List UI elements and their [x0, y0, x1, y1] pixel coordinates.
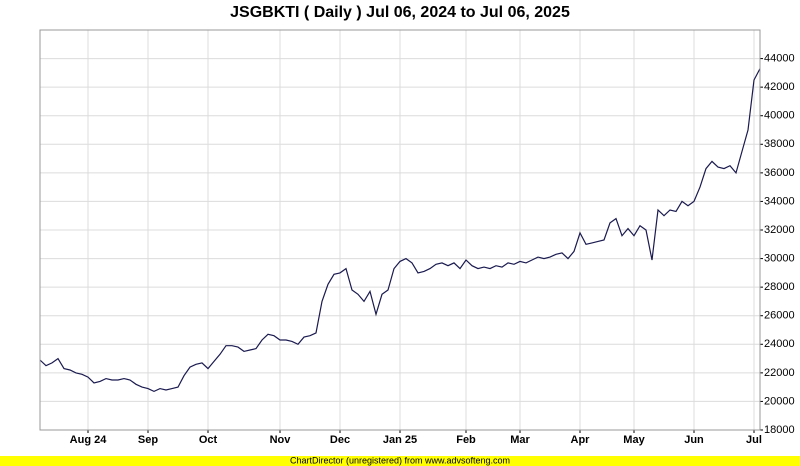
x-tick-label: Nov — [270, 434, 292, 446]
x-tick-label: Oct — [199, 434, 218, 446]
plot-border — [39, 29, 761, 431]
y-tick-label: 26000 — [764, 310, 795, 322]
x-tick-label: Aug 24 — [70, 434, 108, 446]
y-tick-label: 24000 — [764, 338, 795, 350]
x-tick-label: Sep — [138, 434, 158, 446]
y-tick-label: 42000 — [764, 81, 795, 93]
x-tick-label: Jul — [746, 434, 762, 446]
price-line — [39, 68, 761, 393]
x-tick-label: Feb — [456, 434, 476, 446]
x-tick-label: Jan 25 — [383, 434, 417, 446]
x-tick-label: Mar — [510, 434, 530, 446]
y-tick-label: 32000 — [764, 224, 795, 236]
x-tick-label: Apr — [571, 434, 591, 446]
footer: ChartDirector (unregistered) from www.ad… — [290, 455, 510, 465]
y-tick-label: 18000 — [764, 424, 795, 436]
footer-bar — [0, 456, 800, 466]
y-tick-label: 28000 — [764, 281, 795, 293]
y-tick-label: 40000 — [764, 110, 795, 122]
y-tick-label: 36000 — [764, 167, 795, 179]
y-tick-label: 44000 — [764, 52, 795, 64]
y-tick-label: 20000 — [764, 395, 795, 407]
y-tick-label: 22000 — [764, 367, 795, 379]
y-tick-label: 30000 — [764, 252, 795, 264]
x-tick-label: May — [623, 434, 645, 446]
y-tick-label: 38000 — [764, 138, 795, 150]
x-tick-label: Dec — [330, 434, 350, 446]
x-tick-label: Jun — [684, 434, 704, 446]
chart-title: JSGBKTI ( Daily ) Jul 06, 2024 to Jul 06… — [230, 4, 570, 21]
y-tick-label: 34000 — [764, 195, 795, 207]
